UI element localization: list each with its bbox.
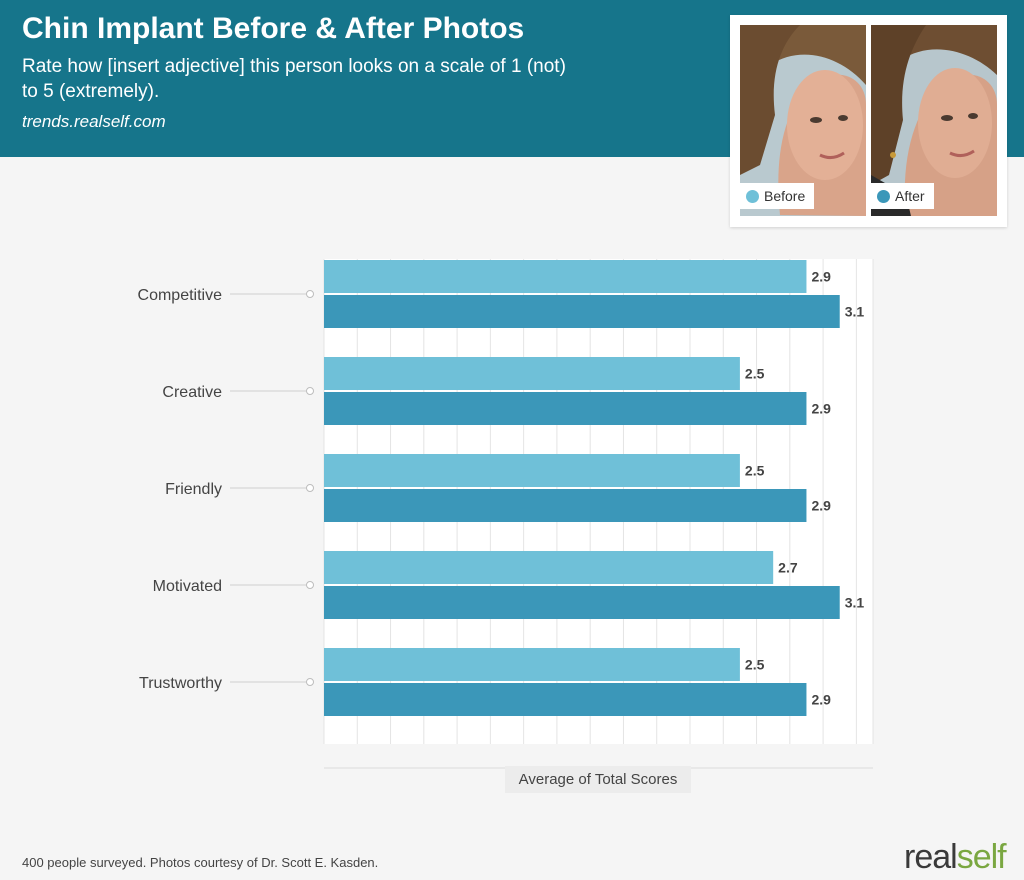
bar-value-label: 2.9	[811, 692, 831, 708]
bar-value-label: 2.5	[745, 463, 765, 479]
bar-before	[324, 357, 740, 390]
bar-after	[324, 586, 840, 619]
category-label: Trustworthy	[139, 675, 222, 692]
bar-before	[324, 260, 807, 293]
after-legend: After	[871, 183, 934, 209]
bar-after	[324, 489, 807, 522]
bar-value-label: 2.9	[811, 269, 831, 285]
bar-value-label: 2.7	[778, 560, 798, 576]
category-leader-dot	[306, 484, 314, 492]
after-legend-label: After	[895, 188, 925, 204]
logo-real: real	[904, 838, 958, 876]
bar-value-label: 3.1	[845, 595, 865, 611]
logo-self: self	[956, 838, 1007, 876]
bar-before	[324, 551, 774, 584]
bar-after	[324, 683, 807, 716]
category-label: Competitive	[138, 287, 223, 304]
bar-value-label: 2.5	[745, 366, 765, 382]
category-label: Friendly	[165, 481, 222, 498]
category-leader-dot	[306, 581, 314, 589]
source-link[interactable]: trends.realself.com	[22, 112, 166, 131]
category-leader-dot	[306, 387, 314, 395]
before-legend-label: Before	[764, 188, 806, 204]
bar-before	[324, 648, 740, 681]
realself-logo[interactable]: realself	[904, 838, 1007, 877]
bar-after	[324, 295, 840, 328]
photo-legend-card: Before After	[730, 15, 1007, 227]
after-photo: After	[871, 25, 997, 216]
page-subtitle: Rate how [insert adjective] this person …	[22, 56, 566, 102]
bar-value-label: 2.5	[745, 657, 765, 673]
category-label: Creative	[162, 384, 222, 401]
x-axis-title: Average of Total Scores	[505, 766, 691, 793]
bar-value-label: 2.9	[811, 401, 831, 417]
page-title: Chin Implant Before & After Photos	[22, 12, 525, 45]
after-legend-dot	[877, 189, 890, 203]
before-legend: Before	[740, 183, 815, 209]
category-label: Motivated	[153, 578, 222, 595]
bar-value-label: 3.1	[845, 304, 865, 320]
footnote: 400 people surveyed. Photos courtesy of …	[22, 855, 379, 870]
before-photo: Before	[740, 25, 866, 216]
before-legend-dot	[746, 189, 759, 203]
category-leader-dot	[306, 290, 314, 298]
category-leader-dot	[306, 678, 314, 686]
bar-value-label: 2.9	[811, 498, 831, 514]
chart-bars	[324, 260, 840, 716]
bar-before	[324, 454, 740, 487]
chart-labels: Competitive 2.9 3.1 Creative 2.5 2.9 Friendly 2…	[138, 269, 865, 708]
bar-after	[324, 392, 807, 425]
